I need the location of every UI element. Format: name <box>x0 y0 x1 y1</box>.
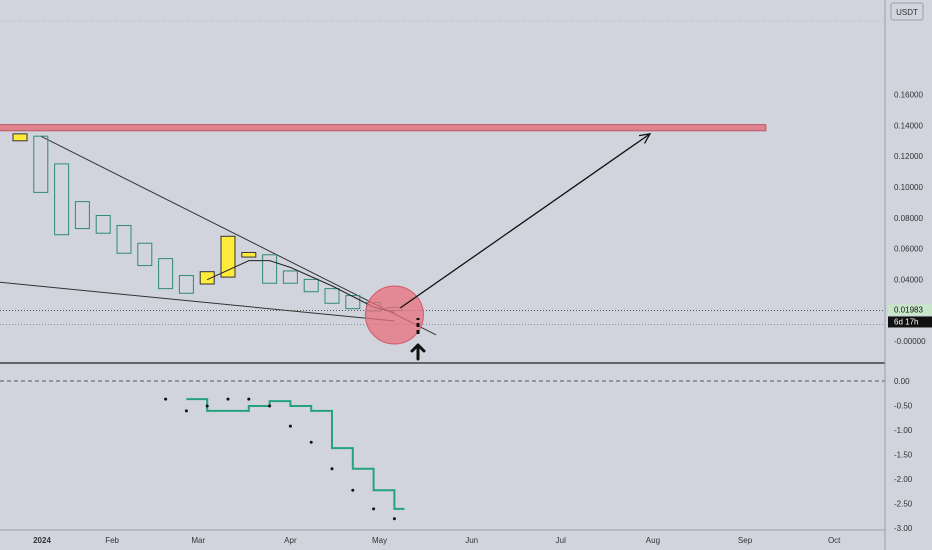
indicator-dot <box>184 409 188 413</box>
time-tick-label: Feb <box>105 536 119 545</box>
indicator-dot <box>330 467 334 471</box>
indicator-tick-label: -2.00 <box>894 475 913 484</box>
up-arrow-icon <box>410 343 426 361</box>
candle <box>241 251 257 258</box>
indicator-axis[interactable]: 0.00 -0.50 -1.00 -1.50 -2.00 -2.50 -3.00 <box>894 377 913 533</box>
candles <box>12 133 402 312</box>
time-axis[interactable]: 2024 Feb Mar Apr May Jun Jul Aug Sep Oct <box>33 536 841 545</box>
price-tag <box>888 304 932 316</box>
price-tick-label: 0.06000 <box>894 245 923 254</box>
indicator-tick-label: -0.50 <box>894 402 913 411</box>
candle <box>137 242 153 267</box>
candle <box>178 275 194 294</box>
time-tick-label: Jul <box>556 536 566 545</box>
indicator-dot <box>392 517 396 521</box>
indicator-tick-label: -2.50 <box>894 500 913 509</box>
indicator-dots <box>164 397 396 521</box>
time-tick-label: Aug <box>646 536 660 545</box>
time-tick-label: Mar <box>191 536 205 545</box>
projection-line[interactable] <box>399 133 651 309</box>
price-pane <box>0 124 885 361</box>
candle <box>12 133 28 142</box>
indicator-pane <box>0 380 885 521</box>
target-circle-shape[interactable] <box>364 285 424 345</box>
price-tick-label: -0.00000 <box>894 337 926 346</box>
indicator-dot <box>309 440 313 444</box>
price-tick-label: 0.12000 <box>894 152 923 161</box>
resistance-zone-rect[interactable] <box>0 124 767 132</box>
price-tag-label: 0.01983 <box>894 305 923 314</box>
indicator-step-line <box>186 398 405 510</box>
time-tick-label: 2024 <box>33 536 51 545</box>
candle <box>74 201 90 230</box>
price-tick-label: 0.16000 <box>894 91 923 100</box>
price-tick-label: 0.10000 <box>894 183 923 192</box>
currency-label: USDT <box>896 8 918 17</box>
indicator-tick-label: -1.00 <box>894 426 913 435</box>
time-tick-label: Oct <box>828 536 841 545</box>
candle <box>345 295 361 310</box>
indicator-dot <box>268 404 272 408</box>
indicator-tick-label: 0.00 <box>894 377 910 386</box>
indicator-tick-label: -3.00 <box>894 524 913 533</box>
current-price-line <box>0 309 885 325</box>
time-tick-label: Sep <box>738 536 753 545</box>
countdown-tag <box>888 316 932 328</box>
indicator-step-path <box>186 398 405 510</box>
indicator-dot <box>372 507 376 511</box>
price-tags: 0.01983 6d 17h <box>888 304 932 328</box>
indicator-dot <box>288 424 292 428</box>
price-tick-label: 0.08000 <box>894 214 923 223</box>
time-tick-label: Jun <box>465 536 478 545</box>
candle <box>199 271 215 285</box>
candle <box>262 254 278 284</box>
resistance-zone <box>0 124 767 132</box>
candle <box>116 225 132 254</box>
candle <box>324 288 340 304</box>
candle <box>303 278 319 293</box>
price-tick-label: 0.14000 <box>894 121 923 130</box>
indicator-dot <box>164 397 168 401</box>
time-tick-label: Apr <box>284 536 297 545</box>
candle <box>33 135 49 193</box>
indicator-dot <box>205 404 209 408</box>
indicator-dot <box>351 488 355 492</box>
indicator-dot <box>226 397 230 401</box>
candle <box>54 163 70 236</box>
projection-arrow <box>399 133 652 309</box>
candle <box>95 214 111 234</box>
currency-badge[interactable] <box>890 2 924 21</box>
candle <box>220 235 236 278</box>
candle <box>282 270 298 284</box>
indicator-dot <box>247 397 251 401</box>
candle <box>158 258 174 290</box>
trendline-lower[interactable] <box>0 280 395 322</box>
countdown-label: 6d 17h <box>894 317 918 326</box>
price-tick-label: 0.04000 <box>894 275 923 284</box>
breakout-marker <box>410 318 426 361</box>
projection-arrowhead-icon <box>638 133 652 144</box>
indicator-tick-label: -1.50 <box>894 451 913 460</box>
target-circle <box>364 285 424 345</box>
time-tick-label: May <box>372 536 387 545</box>
